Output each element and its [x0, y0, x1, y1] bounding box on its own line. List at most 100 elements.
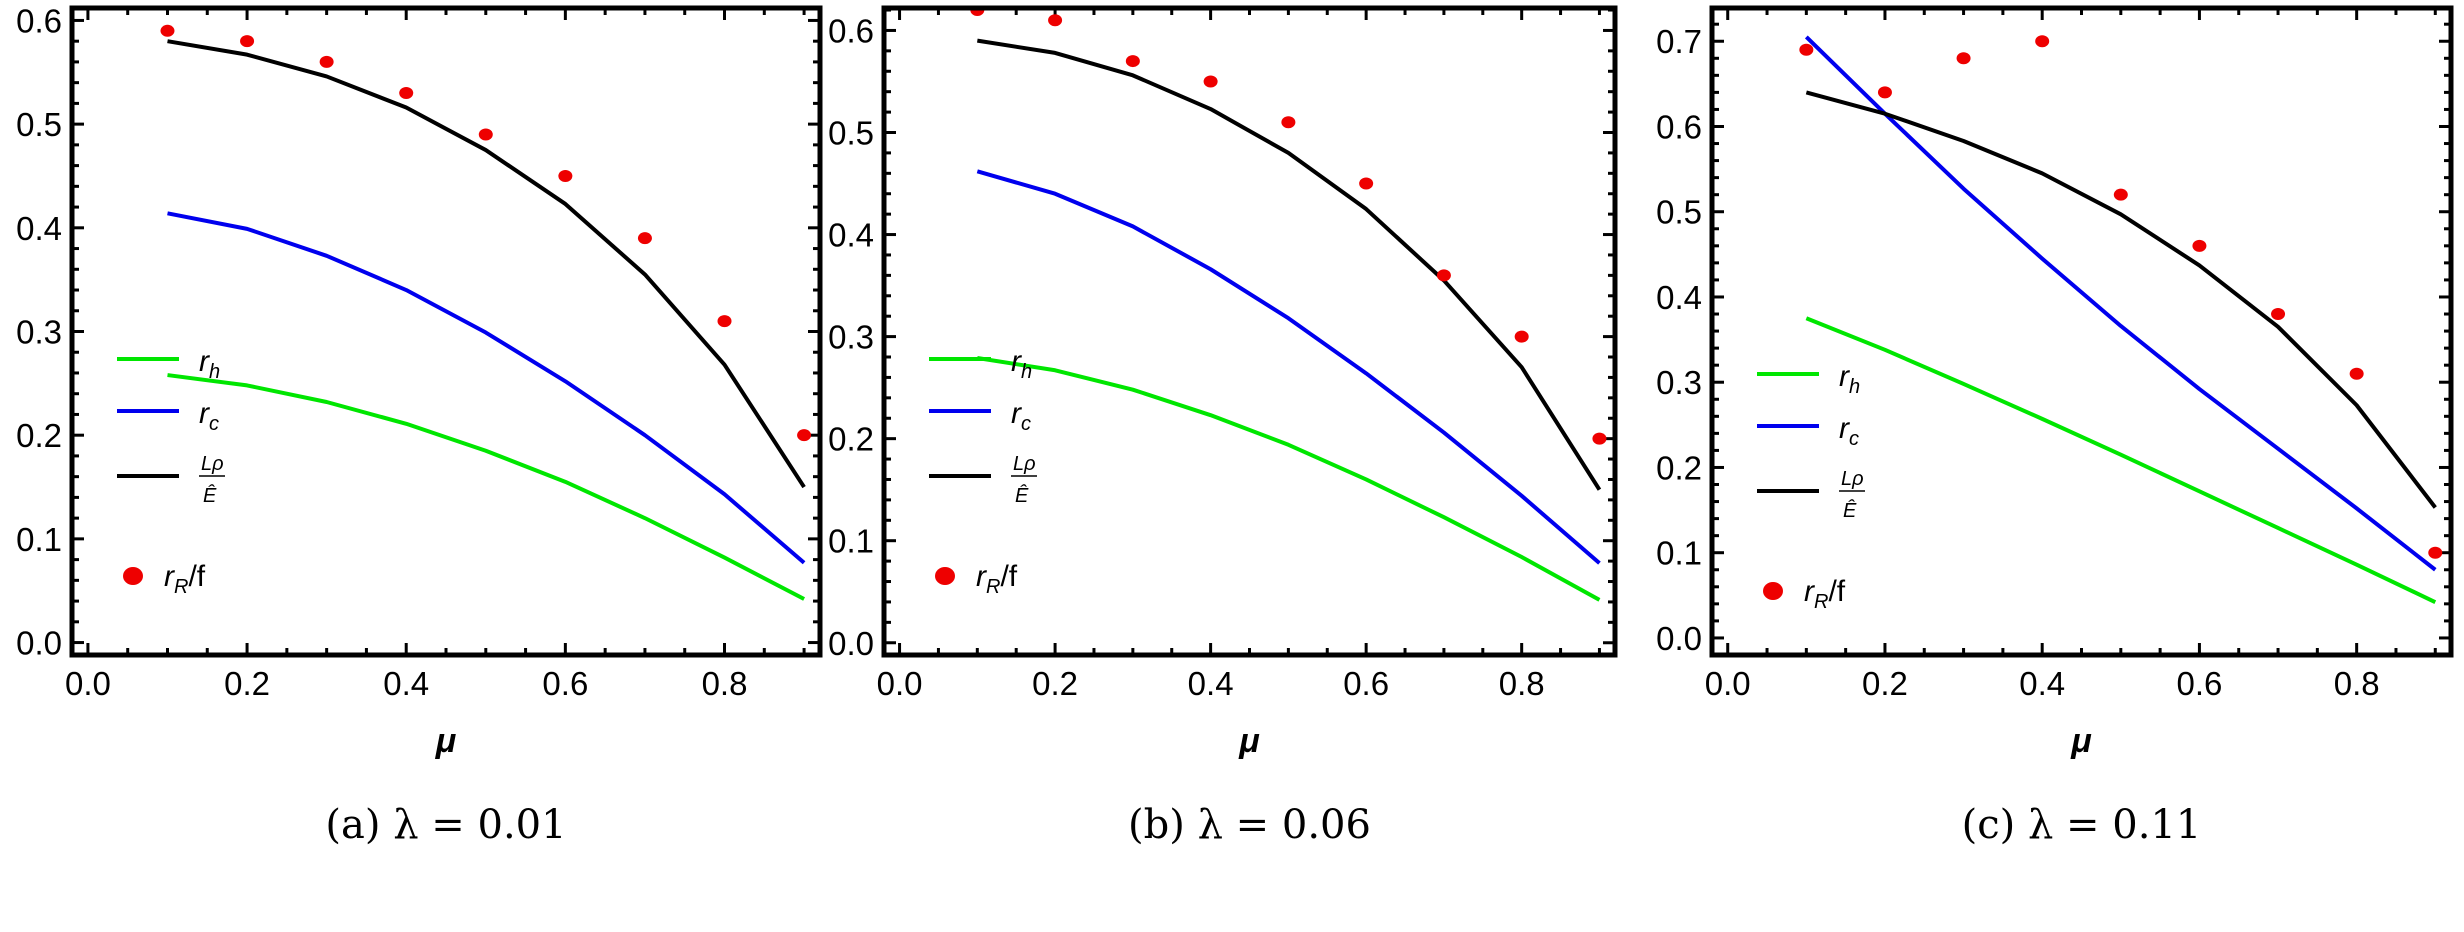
legend: rh rc Lρ ÊrR/f	[117, 345, 225, 598]
y-tick-label: 0.6	[828, 12, 874, 49]
y-tick-label: 0.2	[1656, 449, 1702, 486]
legend-label: rc	[1839, 412, 1859, 450]
x-tick-label: 0.8	[1499, 665, 1545, 702]
panel-c: 0.0 0.2 0.4 0.6 0.8 0.0 0.1 0.2 0.3 0.4 0.5 0.6 0.7 μ…	[1656, 5, 2454, 848]
data-point-rR-f	[1281, 116, 1296, 129]
y-tick-label: 0.0	[1656, 620, 1702, 657]
data-point-rR-f	[2113, 188, 2128, 201]
plot-area	[160, 24, 812, 601]
legend-label: rh	[1839, 360, 1860, 398]
data-point-rR-f	[2035, 35, 2050, 48]
data-point-rR-f	[1956, 52, 1971, 65]
x-tick-label: 0.0	[877, 665, 923, 702]
series-line-r_c	[167, 211, 806, 565]
x-tick-label: 0.6	[1343, 665, 1389, 702]
y-tick-label: 0.7	[1656, 23, 1702, 60]
legend-label: rR/f	[1804, 575, 1846, 613]
data-point-rR-f	[558, 169, 573, 182]
legend-label: Lρ	[1841, 468, 1864, 490]
legend-label: rh	[199, 345, 220, 383]
y-tick-label: 0.6	[1656, 108, 1702, 145]
y-tick-label: 0.5	[16, 106, 62, 143]
data-point-rR-f	[399, 87, 414, 100]
data-point-rR-f	[1048, 14, 1063, 27]
data-point-rR-f	[1203, 75, 1218, 88]
y-tick-label: 0.2	[828, 421, 874, 458]
data-point-rR-f	[637, 232, 652, 245]
plot-area	[970, 8, 1607, 602]
data-point-rR-f	[1799, 43, 1814, 56]
x-tick-label: 0.2	[1862, 665, 1908, 702]
plot-frame	[881, 5, 1618, 658]
legend-marker	[123, 567, 143, 585]
legend-label: rh	[1011, 345, 1032, 383]
y-tick-label: 0.3	[1656, 364, 1702, 401]
data-point-rR-f	[1436, 269, 1451, 282]
x-tick-label: 0.2	[224, 665, 270, 702]
panel-a: 0.0 0.2 0.4 0.6 0.8 0.0 0.1 0.2 0.3 0.4 0.5 0.6 μ (a)…	[16, 2, 823, 848]
y-tick-label: 0.3	[828, 319, 874, 356]
y-tick-label: 0.5	[1656, 194, 1702, 231]
series-line-L_	[167, 39, 806, 489]
legend-label-denominator: Ê	[1843, 499, 1857, 522]
panel-caption: (a) λ = 0.01	[325, 802, 566, 848]
x-tick-label: 0.0	[65, 665, 111, 702]
legend-label: rR/f	[164, 560, 206, 598]
y-tick-label: 0.6	[16, 2, 62, 39]
data-point-rR-f	[319, 55, 334, 68]
data-point-rR-f	[1125, 55, 1140, 68]
x-axis-label: μ	[2070, 722, 2092, 760]
panel-b: 0.0 0.2 0.4 0.6 0.8 0.0 0.1 0.2 0.3 0.4 0.5 0.6 μ (b)…	[828, 5, 1618, 848]
plot-frame	[1709, 5, 2454, 658]
data-point-rR-f	[240, 35, 255, 48]
x-tick-label: 0.4	[2019, 665, 2065, 702]
panel-caption: (b) λ = 0.06	[1128, 802, 1371, 848]
y-tick-label: 0.3	[16, 314, 62, 351]
legend-label-denominator: Ê	[203, 484, 217, 507]
x-tick-label: 0.0	[1705, 665, 1751, 702]
y-tick-label: 0.4	[828, 217, 874, 254]
legend-label-denominator: Ê	[1015, 484, 1029, 507]
data-point-rR-f	[478, 128, 493, 141]
y-tick-label: 0.0	[828, 625, 874, 662]
x-tick-label: 0.6	[2176, 665, 2222, 702]
x-tick-label: 0.8	[702, 665, 748, 702]
series-line-r_h	[1805, 316, 2437, 604]
data-point-rR-f	[2192, 239, 2207, 252]
data-point-rR-f	[797, 429, 812, 442]
legend: rh rc Lρ ÊrR/f	[929, 345, 1037, 598]
data-point-rR-f	[1592, 432, 1607, 445]
x-tick-label: 0.4	[383, 665, 429, 702]
y-tick-label: 0.0	[16, 625, 62, 662]
legend-label: Lρ	[201, 453, 224, 475]
x-tick-label: 0.6	[542, 665, 588, 702]
series-line-L_	[1805, 90, 2437, 509]
series-line-r_c	[1804, 35, 2437, 572]
data-point-rR-f	[1877, 86, 1892, 99]
data-point-rR-f	[2271, 308, 2286, 321]
series-line-r_c	[976, 169, 1601, 565]
y-tick-label: 0.1	[16, 521, 62, 558]
y-tick-label: 0.1	[828, 523, 874, 560]
data-point-rR-f	[1514, 330, 1529, 343]
x-axis-label: μ	[1238, 722, 1260, 760]
data-point-rR-f	[717, 315, 732, 328]
legend-label: rc	[1011, 397, 1031, 435]
data-point-rR-f	[2428, 546, 2443, 559]
legend: rh rc Lρ ÊrR/f	[1757, 360, 1865, 613]
series-line-r_h	[977, 356, 1601, 602]
plot-frame	[69, 5, 823, 658]
y-tick-label: 0.4	[1656, 279, 1702, 316]
y-tick-label: 0.4	[16, 210, 62, 247]
y-tick-label: 0.5	[828, 115, 874, 152]
panel-caption: (c) λ = 0.11	[1962, 802, 2202, 848]
x-tick-label: 0.4	[1188, 665, 1234, 702]
y-tick-label: 0.2	[16, 417, 62, 454]
x-axis-label: μ	[435, 722, 457, 760]
series-line-L_	[977, 38, 1602, 491]
x-tick-label: 0.2	[1032, 665, 1078, 702]
series-line-r_h	[167, 373, 806, 601]
legend-label: rR/f	[976, 560, 1018, 598]
y-tick-label: 0.1	[1656, 535, 1702, 572]
